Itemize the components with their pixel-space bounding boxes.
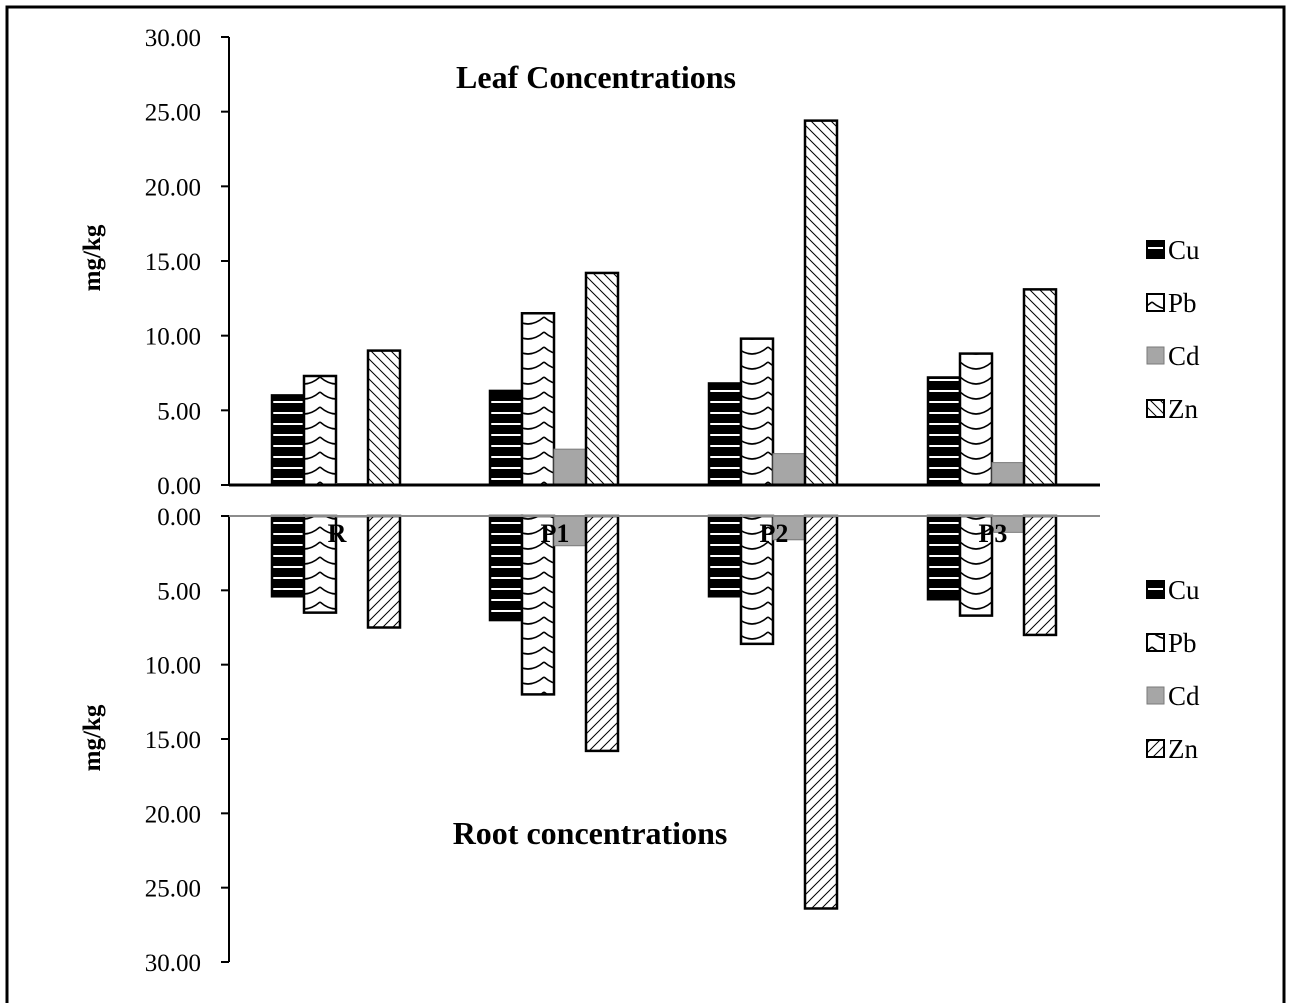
root-legend-swatch-cd — [1146, 686, 1165, 705]
leaf-bar-cd-p2 — [772, 453, 806, 486]
leaf-bar-cu-r — [270, 394, 306, 487]
root-legend-swatch-pb — [1146, 633, 1165, 652]
leaf-y-tick-label: 25.00 — [145, 100, 201, 127]
leaf-bar-cu-p1 — [488, 389, 524, 487]
leaf-legend-swatch-pb — [1146, 293, 1165, 312]
root-y-tick-label: 10.00 — [145, 653, 201, 680]
leaf-legend-label-cd: Cd — [1168, 341, 1200, 371]
leaf-y-tick-label: 10.00 — [145, 324, 201, 351]
leaf-bar-cd-p3 — [991, 462, 1025, 486]
leaf-chart-title: Leaf Concentrations — [456, 59, 736, 95]
leaf-legend-swatch-cu — [1146, 240, 1165, 259]
root-bar-pb-p2 — [739, 514, 775, 646]
root-bar-cu-r — [270, 514, 306, 598]
leaf-legend-label-zn: Zn — [1168, 394, 1198, 424]
root-bar-pb-p3 — [958, 514, 994, 617]
root-legend-label-zn: Zn — [1168, 734, 1198, 764]
root-bar-pb-p1 — [520, 514, 556, 696]
root-y-tick-label: 30.00 — [145, 950, 201, 977]
category-label-p2: P2 — [760, 519, 789, 548]
root-bar-zn-r — [366, 514, 402, 629]
root-y-tick-label: 25.00 — [145, 876, 201, 903]
leaf-bar-cd-p1 — [553, 448, 587, 486]
root-legend-swatch-cu — [1146, 580, 1165, 599]
axes-layer: 0.00 5.00 10.00 15.00 20.00 25.00 30.00 0.00 5.0… — [145, 25, 230, 977]
root-y-tick-label: 0.00 — [157, 504, 201, 531]
leaf-legend-swatch-zn — [1146, 399, 1165, 418]
root-bar-zn-p3 — [1022, 514, 1058, 637]
category-label-p1: P1 — [541, 519, 570, 548]
root-chart-title: Root concentrations — [453, 815, 728, 851]
root-bar-cd-p1 — [553, 515, 587, 547]
leaf-bar-zn-r — [366, 349, 402, 487]
leaf-y-tick-label: 0.00 — [157, 473, 201, 500]
root-legend-label-cu: Cu — [1168, 575, 1200, 605]
leaf-bar-cu-p2 — [707, 382, 743, 487]
leaf-bar-cu-p3 — [926, 376, 962, 487]
bars-layer: R P1 P2 P3 — [229, 119, 1100, 910]
leaf-legend-label-pb: Pb — [1168, 288, 1197, 318]
leaf-y-tick-label: 5.00 — [157, 398, 201, 425]
leaf-bar-zn-p1 — [584, 271, 620, 487]
leaf-y-tick-label: 20.00 — [145, 174, 201, 201]
leaf-bar-zn-p3 — [1022, 288, 1058, 487]
root-y-tick-label: 20.00 — [145, 801, 201, 828]
leaf-bar-pb-p3 — [958, 352, 994, 487]
leaf-y-tick-label: 15.00 — [145, 249, 201, 276]
leaf-bar-pb-r — [302, 374, 338, 487]
category-label-p3: P3 — [979, 519, 1008, 548]
root-legend-label-pb: Pb — [1168, 628, 1197, 658]
category-label-r: R — [328, 519, 347, 548]
root-y-axis-label: mg/kg — [79, 704, 106, 771]
root-y-tick-label: 5.00 — [157, 578, 201, 605]
root-legend-swatch-zn — [1146, 739, 1165, 758]
root-bar-cu-p2 — [707, 514, 743, 598]
root-bar-zn-p1 — [584, 514, 620, 753]
leaf-y-axis-label: mg/kg — [79, 224, 106, 291]
root-legend-label-cd: Cd — [1168, 681, 1200, 711]
root-bar-cu-p1 — [488, 514, 524, 622]
leaf-bar-pb-p1 — [520, 312, 556, 487]
root-bar-zn-p2 — [803, 514, 839, 910]
legend-layer: Cu Pb Cd Zn Cu Pb Cd Zn — [1146, 235, 1200, 764]
root-bar-cu-p3 — [926, 514, 962, 601]
leaf-legend-label-cu: Cu — [1168, 235, 1200, 265]
leaf-y-tick-label: 30.00 — [145, 25, 201, 52]
leaf-bar-zn-p2 — [803, 119, 839, 487]
leaf-legend-swatch-cd — [1146, 346, 1165, 365]
leaf-bar-pb-p2 — [739, 337, 775, 487]
root-y-tick-label: 15.00 — [145, 727, 201, 754]
